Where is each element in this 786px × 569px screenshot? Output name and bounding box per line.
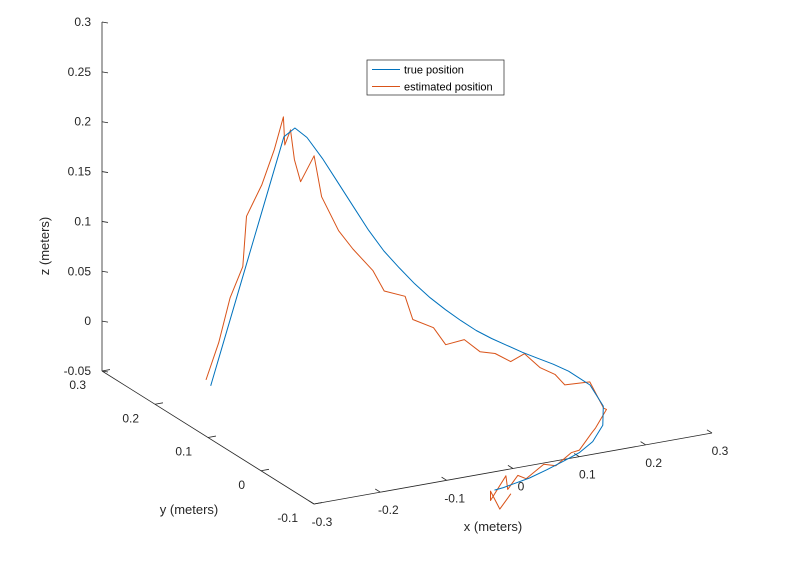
z-axis-label: z (meters) xyxy=(37,217,52,276)
z-tick-mark xyxy=(101,171,109,173)
z-tick-mark xyxy=(101,270,109,273)
y-tick-label: -0.1 xyxy=(277,511,298,525)
z-tick-mark xyxy=(101,221,109,223)
y-tick-mark xyxy=(207,435,217,438)
x-tick-mark xyxy=(308,500,315,505)
z-tick-label: 0.15 xyxy=(68,165,92,179)
z-tick-label: 0.25 xyxy=(68,65,92,79)
z-tick-mark xyxy=(101,370,109,373)
y-tick-mark xyxy=(154,402,164,405)
y-axis-label: y (meters) xyxy=(160,502,219,517)
x-tick-mark xyxy=(640,441,646,446)
z-tick-mark xyxy=(101,121,109,124)
x-tick-label: -0.1 xyxy=(444,491,465,505)
y-tick-label: 0.1 xyxy=(175,445,192,459)
z-tick-label: 0 xyxy=(84,314,91,328)
x-tick-mark xyxy=(574,453,580,458)
y-tick-label: 0.3 xyxy=(69,378,86,392)
z-tick-mark xyxy=(101,71,109,74)
z-tick-label: 0.05 xyxy=(68,264,92,278)
series-line-true-position xyxy=(210,127,604,491)
x-tick-label: 0.3 xyxy=(712,444,729,458)
legend-label-estimated-position: estimated position xyxy=(404,82,493,94)
z-tick-mark xyxy=(101,21,109,24)
x-tick-label: 0 xyxy=(518,480,525,494)
x-tick-mark xyxy=(507,464,514,469)
y-tick-mark xyxy=(101,369,111,372)
axis-ticks: -0.3-0.2-0.100.10.20.3-0.100.10.20.3-0.0… xyxy=(64,15,729,529)
z-tick-label: -0.05 xyxy=(64,364,92,378)
z-tick-label: 0.2 xyxy=(74,115,91,129)
legend: true position estimated position xyxy=(366,59,505,96)
y-tick-label: 0.2 xyxy=(122,411,139,425)
x-tick-mark xyxy=(706,429,713,434)
x-tick-label: 0.1 xyxy=(579,468,596,482)
series-group xyxy=(205,116,607,510)
z-tick-label: 0.1 xyxy=(74,214,91,228)
legend-box xyxy=(366,59,505,96)
x-tick-label: 0.2 xyxy=(645,456,662,470)
x-tick-label: -0.3 xyxy=(312,515,333,529)
y-tick-mark xyxy=(313,502,323,505)
y-tick-mark xyxy=(260,468,270,472)
z-tick-label: 0.3 xyxy=(74,15,91,29)
x-tick-mark xyxy=(441,476,447,481)
x-tick-label: -0.2 xyxy=(378,503,399,517)
y-tick-label: 0 xyxy=(238,478,245,492)
legend-label-true-position: true position xyxy=(404,65,464,77)
x-axis-label: x (meters) xyxy=(464,519,523,534)
z-tick-mark xyxy=(101,320,109,323)
series-line-estimated-position xyxy=(205,116,607,510)
x-tick-mark xyxy=(375,488,381,493)
